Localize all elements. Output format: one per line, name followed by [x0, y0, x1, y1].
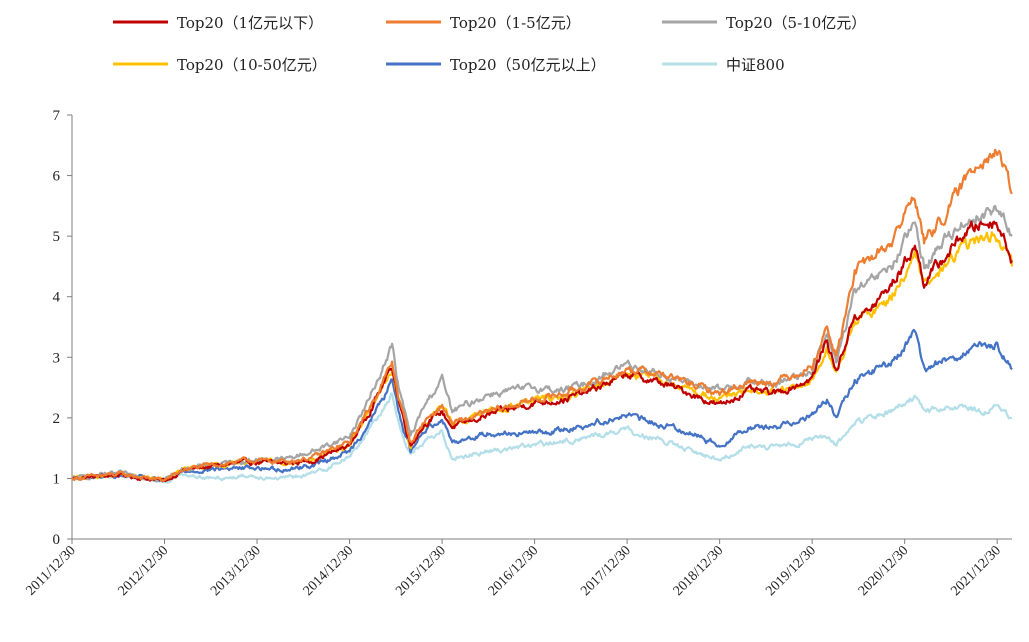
- y-tick-label: 1: [53, 471, 61, 487]
- plot-area: [71, 148, 1014, 484]
- x-tick-label: 2018/12/30: [671, 543, 727, 599]
- y-tick-label: 5: [53, 229, 61, 245]
- x-tick-label: 2016/12/30: [486, 543, 542, 599]
- legend-label: Top20（1-5亿元）: [450, 14, 581, 32]
- x-tick-label: 2011/12/30: [23, 543, 78, 598]
- legend-label: 中证800: [726, 56, 785, 74]
- x-tick-label: 2020/12/30: [856, 543, 912, 599]
- series-line: [71, 204, 1013, 483]
- x-tick-label: 2019/12/30: [763, 543, 819, 599]
- x-tick-label: 2013/12/30: [208, 543, 264, 599]
- y-tick-label: 6: [53, 169, 61, 185]
- legend-label: Top20（50亿元以上）: [450, 56, 606, 74]
- y-tick-label: 4: [53, 290, 61, 306]
- x-tick-label: 2017/12/30: [578, 543, 634, 599]
- legend-label: Top20（1亿元以下）: [177, 14, 323, 32]
- x-tick-label: 2014/12/30: [301, 543, 357, 599]
- series-line: [71, 148, 1013, 482]
- y-tick-label: 2: [53, 411, 61, 427]
- legend-label: Top20（5-10亿元）: [726, 14, 866, 32]
- legend-label: Top20（10-50亿元）: [177, 56, 327, 74]
- y-tick-label: 3: [53, 350, 61, 366]
- series-line: [71, 328, 1013, 483]
- chart-legend: Top20（1亿元以下） Top20（1-5亿元） Top20（5-10亿元） Top…: [113, 14, 866, 74]
- x-tick-label: 2012/12/30: [116, 543, 172, 599]
- x-tick-label: 2015/12/30: [393, 543, 449, 599]
- y-tick-label: 0: [53, 532, 61, 548]
- y-tick-label: 7: [53, 108, 61, 124]
- x-tick-label: 2021/12/30: [948, 543, 1004, 599]
- y-axis: 0 1 2 3 4 5 6 7: [53, 108, 73, 548]
- series-line: [71, 392, 1013, 484]
- x-axis: 2011/12/30 2012/12/30 2013/12/30 2014/12/30…: [23, 538, 1012, 599]
